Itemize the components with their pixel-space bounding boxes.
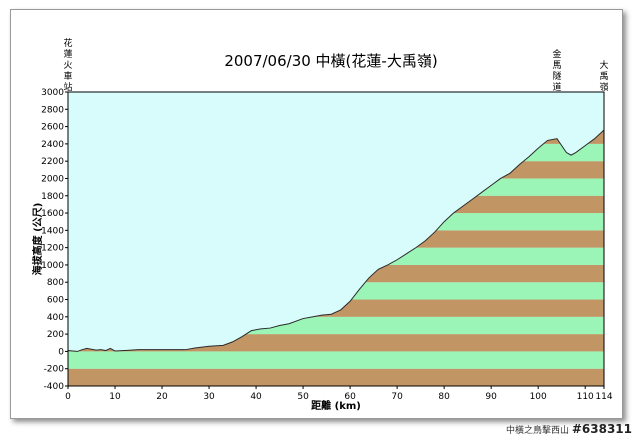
landmark-labels: 花蓮火車站 金馬隧道 大禹嶺	[63, 37, 608, 93]
y-tick-label: 1600	[41, 209, 64, 219]
terrain-band	[68, 368, 604, 386]
y-tick-label: 2800	[41, 105, 64, 115]
elevation-chart: 2007/06/30 中橫(花蓮-大禹嶺) -400-2000200400600…	[31, 37, 613, 412]
plot-area	[67, 91, 605, 387]
watermark-caption: 中橫之鳥擊西山	[505, 426, 569, 436]
x-tick-label: 20	[156, 392, 168, 402]
x-axis-label: 距離 (km)	[311, 399, 361, 412]
landmark-label: 大禹嶺	[599, 59, 608, 93]
y-tick-label: 400	[47, 313, 64, 323]
x-tick-label: 60	[344, 392, 356, 402]
x-axis: 0 10 20 30 40 50 60 70 80 90 100 110 114	[65, 386, 613, 402]
y-tick-label: 1000	[41, 261, 64, 271]
terrain-band	[68, 351, 604, 369]
landmark-label: 花蓮火車站	[63, 37, 72, 93]
y-axis: -400 -200 0 200 400 600 800 1000 1200 1400 1600 180…	[41, 88, 68, 392]
x-tick-label: 50	[297, 392, 309, 402]
elevation-line	[67, 129, 605, 352]
y-tick-label: -400	[44, 382, 65, 392]
plot-border	[67, 91, 605, 387]
watermark: 中橫之鳥擊西山 #638311	[506, 422, 632, 436]
x-tick-label: 70	[391, 392, 403, 402]
y-tick-label: 2400	[41, 140, 64, 150]
y-tick-label: 2600	[41, 123, 64, 133]
y-tick-label: -200	[44, 365, 65, 375]
watermark-number: #638311	[571, 422, 632, 436]
y-tick-label: 2200	[41, 157, 64, 167]
x-tick-label: 80	[438, 392, 450, 402]
x-tick-label: 10	[109, 392, 121, 402]
x-tick-label: 90	[485, 392, 497, 402]
y-tick-label: 1400	[41, 226, 64, 236]
x-tick-label: 114	[595, 392, 612, 402]
y-tick-label: 1800	[41, 192, 64, 202]
x-tick-label: 100	[530, 392, 547, 402]
x-tick-label: 110	[577, 392, 594, 402]
landmark-label: 金馬隧道	[552, 48, 561, 93]
chart-title: 2007/06/30 中橫(花蓮-大禹嶺)	[224, 52, 437, 70]
chart-frame: 2007/06/30 中橫(花蓮-大禹嶺) -400 -200 0 200 400 600…	[10, 9, 623, 419]
y-axis-label: 海拔高度 (公尺)	[31, 203, 44, 276]
y-tick-label: 1200	[41, 244, 64, 254]
x-tick-label: 30	[203, 392, 215, 402]
y-tick-label: 800	[47, 278, 64, 288]
y-tick-label: 600	[47, 296, 64, 306]
x-tick-label: 40	[250, 392, 262, 402]
y-tick-label: 3000	[41, 88, 64, 98]
y-tick-label: 0	[58, 347, 64, 357]
x-tick-label: 0	[65, 392, 71, 402]
y-tick-label: 2000	[41, 174, 64, 184]
y-tick-label: 200	[47, 330, 64, 340]
